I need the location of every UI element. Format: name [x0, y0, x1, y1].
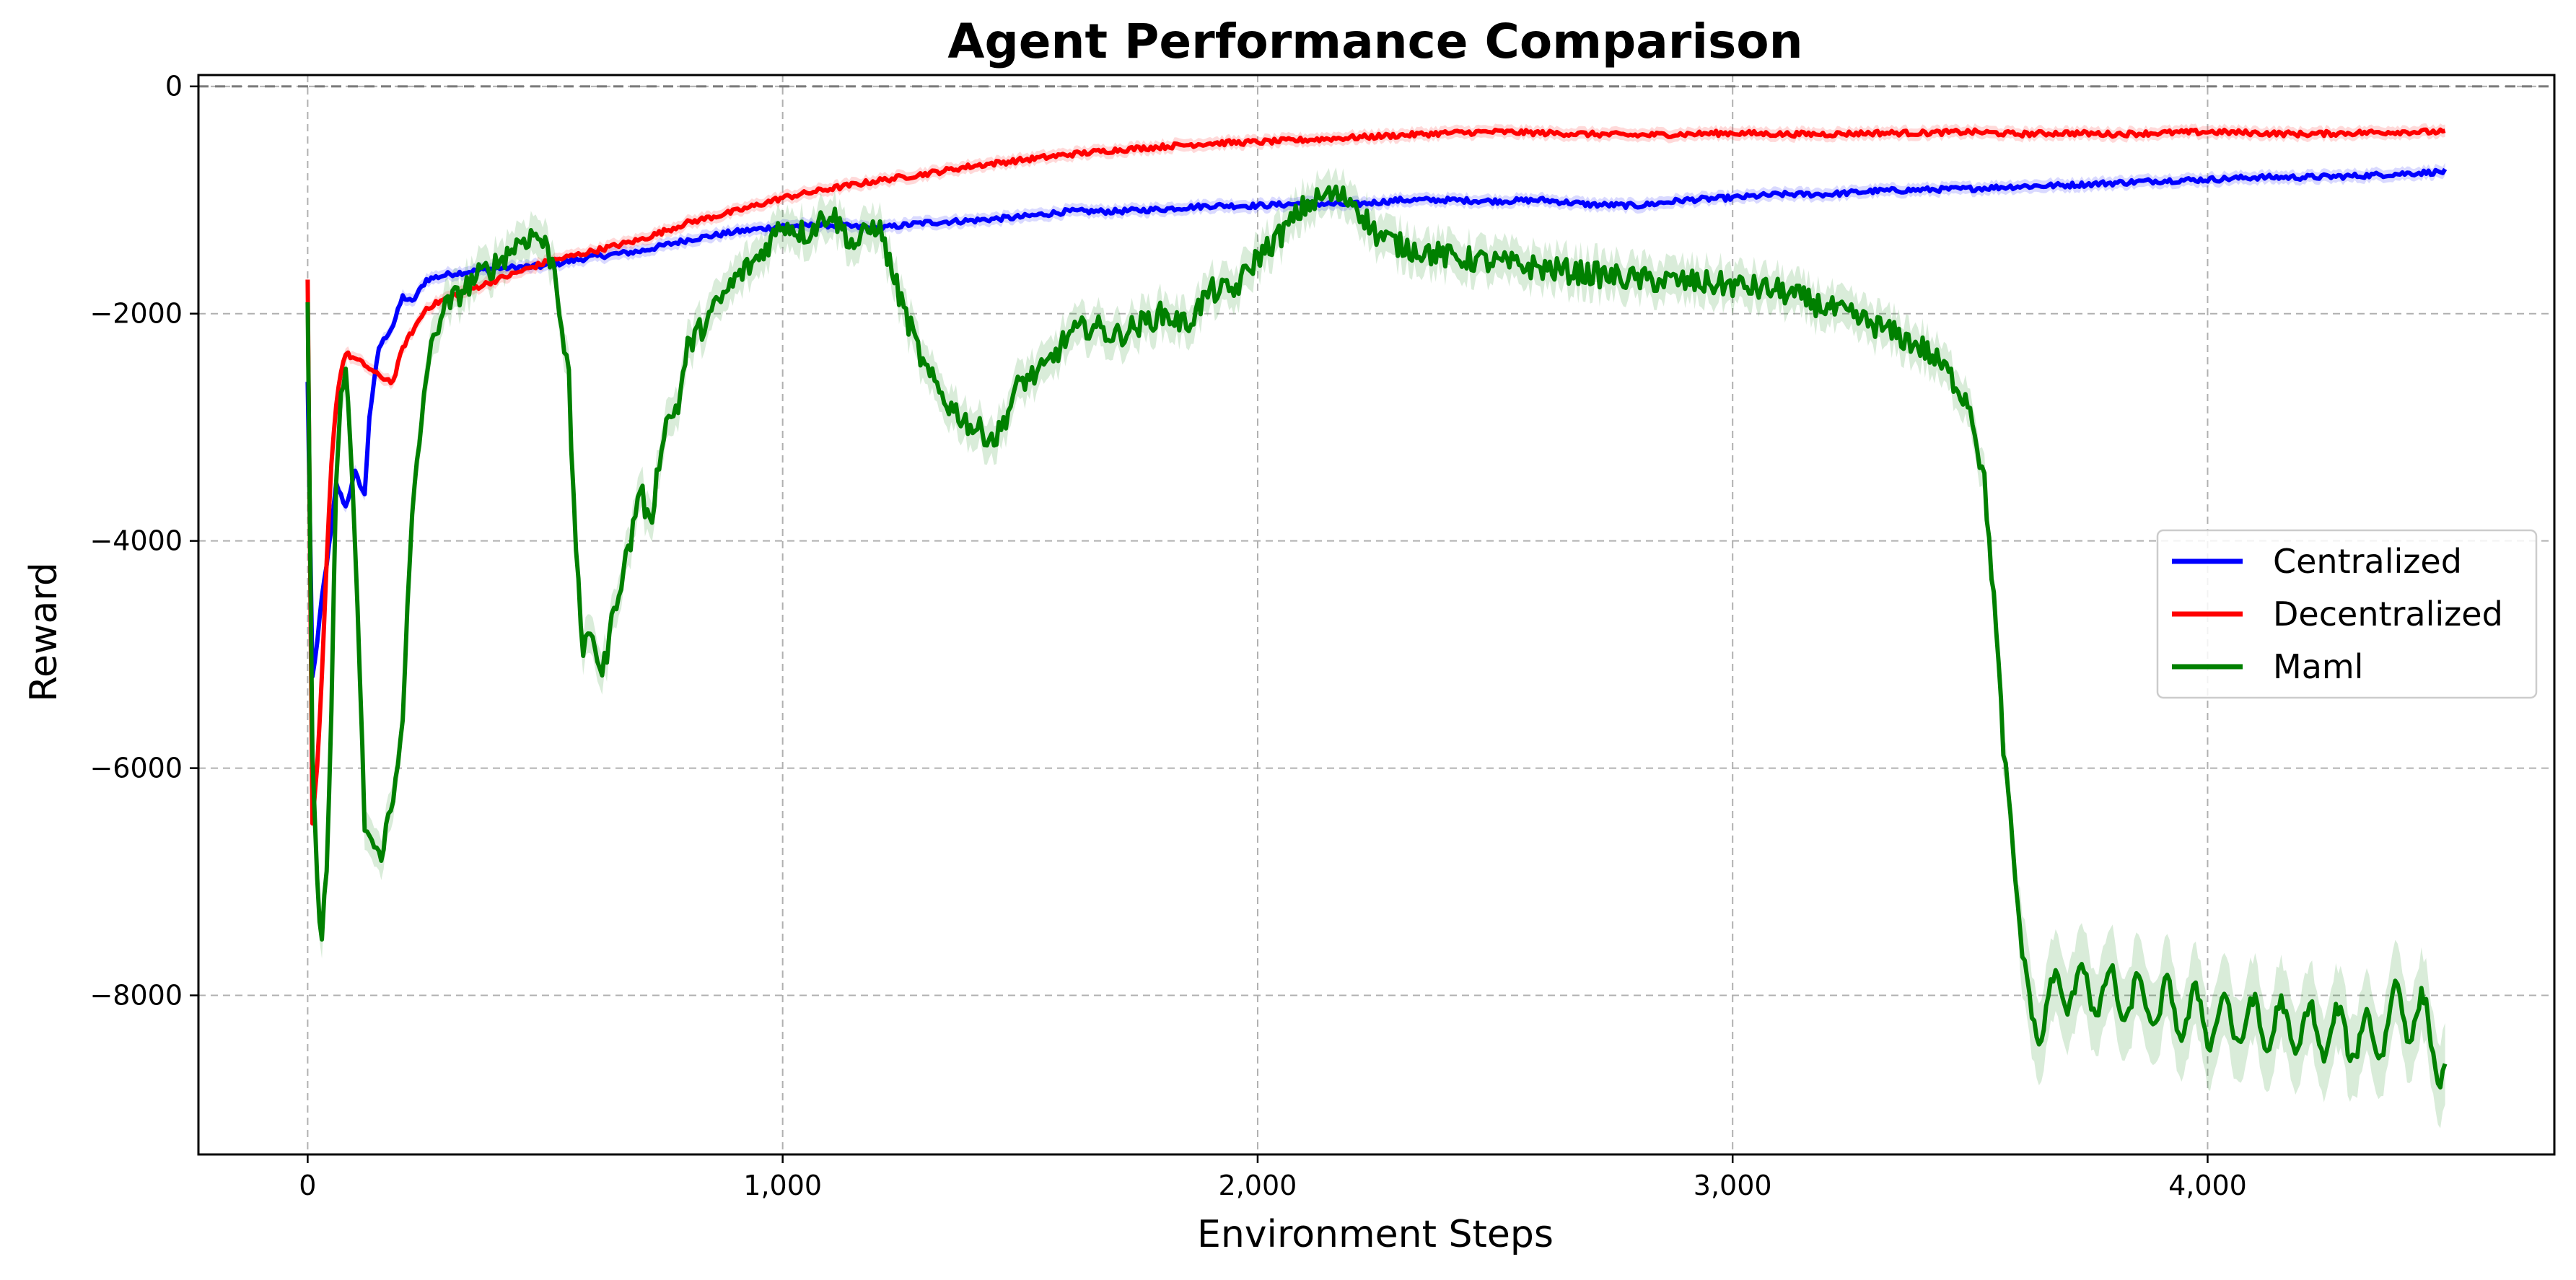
- legend-label-centralized: Centralized: [2273, 542, 2462, 581]
- x-axis-label: Environment Steps: [1197, 1213, 1554, 1256]
- y-tick-label: −2000: [89, 298, 183, 330]
- x-tick-label: 2,000: [1219, 1170, 1297, 1201]
- legend-label-decentralized: Decentralized: [2273, 595, 2503, 634]
- y-tick-label: −6000: [89, 753, 183, 784]
- line-maml: [305, 184, 2448, 1090]
- x-tick-label: 3,000: [1694, 1170, 1772, 1201]
- x-tick-label: 1,000: [743, 1170, 822, 1201]
- y-axis-label: Reward: [22, 562, 66, 702]
- y-tick-label: −4000: [89, 525, 183, 557]
- line-centralized: [305, 167, 2448, 679]
- line-decentralized: [305, 127, 2446, 826]
- legend-label-maml: Maml: [2273, 647, 2363, 686]
- y-tick-label: −8000: [89, 980, 183, 1012]
- plot-frame: [197, 74, 2556, 1156]
- chart-title: Agent Performance Comparison: [947, 14, 1802, 69]
- legend: Centralized Decentralized Maml: [2156, 529, 2538, 699]
- y-tick-label: 0: [165, 71, 183, 102]
- legend-box: [2156, 529, 2538, 699]
- series-lines: [305, 127, 2448, 1090]
- axis-ticks: 0 1,000 2,000 3,000 4,000 0 −2000 −4000 −6000 −80…: [89, 71, 2246, 1201]
- x-tick-label: 4,000: [2168, 1170, 2247, 1201]
- x-tick-label: 0: [299, 1170, 316, 1201]
